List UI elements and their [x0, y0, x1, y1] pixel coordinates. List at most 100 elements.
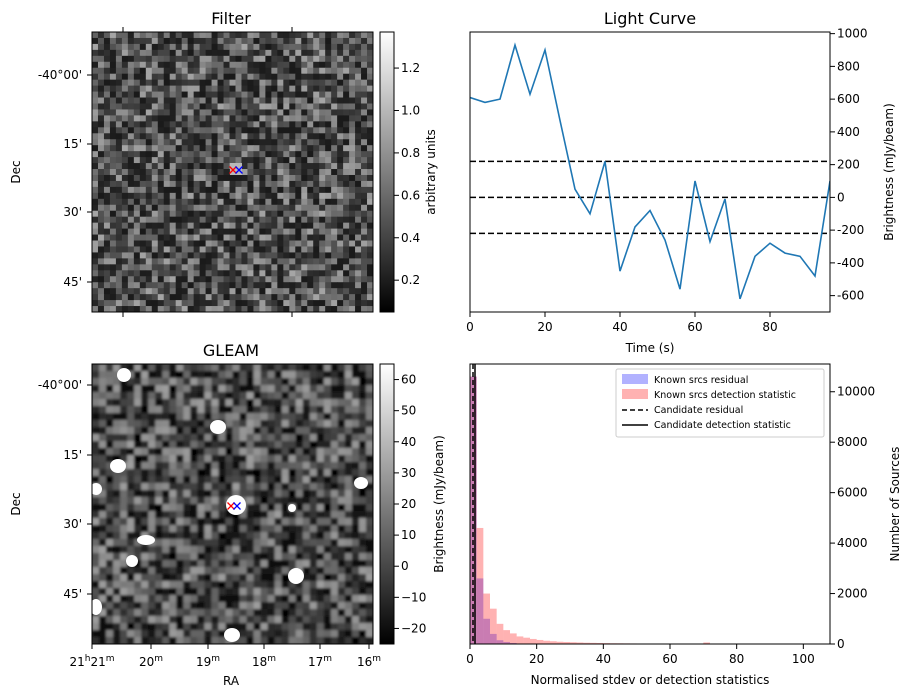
histogram-bar — [550, 641, 557, 644]
histogram-bar — [503, 641, 510, 644]
filter-y-tick-label: -40°00' — [38, 68, 82, 82]
colorbar-tick-label: −10 — [401, 590, 426, 604]
histogram-bar — [476, 527, 484, 644]
light-curve-x-label: Time (s) — [625, 341, 675, 355]
gleam-x-tick-label: 20m — [139, 654, 163, 669]
histogram-bar — [530, 638, 537, 644]
histogram-x-tick-label: 100 — [792, 652, 815, 666]
filter-y-tick-label: 45' — [63, 275, 82, 289]
histogram-panel: 0 20 40 60 80 100 0 2000 4000 6000 8000 10000 Norm… — [466, 363, 902, 687]
gleam-bright-sources — [92, 368, 368, 642]
colorbar-tick-label: 20 — [401, 497, 416, 511]
gleam-image — [92, 364, 373, 644]
light-curve-y-tick-label: 1000 — [837, 27, 868, 41]
gleam-y-tick-label: -40°00' — [38, 378, 82, 392]
gleam-x-label: RA — [223, 674, 240, 688]
bright-source — [92, 599, 102, 615]
histogram-bar — [483, 593, 490, 644]
histogram-bar — [703, 642, 710, 644]
light-curve-y-tick-label: 600 — [837, 92, 860, 106]
colorbar-tick-label: 1.0 — [401, 103, 420, 117]
colorbar-tick-label: 0 — [401, 559, 409, 573]
light-curve-y-axis: -600 -400 -200 0 200 400 600 800 1000 — [830, 27, 868, 303]
histogram-bar — [490, 608, 497, 644]
bright-source — [354, 477, 368, 489]
histogram-x-tick-label: 60 — [662, 652, 677, 666]
histogram-y-tick-label: 6000 — [837, 486, 868, 500]
histogram-bar — [503, 630, 510, 644]
gleam-x-tick-label: 19m — [196, 654, 220, 669]
bright-source — [126, 555, 138, 567]
colorbar-tick-label: 0.6 — [401, 188, 420, 202]
histogram-x-tick-label: 0 — [466, 652, 474, 666]
filter-y-axis: -40°00' 15' 30' 45' — [38, 68, 92, 289]
histogram-x-tick-label: 80 — [729, 652, 744, 666]
gleam-title: GLEAM — [203, 341, 259, 360]
light-curve-y-tick-label: 200 — [837, 158, 860, 172]
histogram-x-axis: 0 20 40 60 80 100 — [466, 644, 815, 666]
filter-source-pixel — [230, 163, 242, 175]
histogram-bar — [516, 636, 524, 644]
light-curve-x-tick-label: 60 — [687, 320, 702, 334]
colorbar-tick-label: 1.2 — [401, 61, 420, 75]
filter-image — [92, 32, 373, 312]
light-curve-x-tick-label: 0 — [466, 320, 474, 334]
histogram-bar — [496, 623, 504, 644]
bright-source — [92, 483, 102, 495]
colorbar-tick-label: 0.2 — [401, 273, 420, 287]
light-curve-panel: Light Curve 0 20 40 60 80 -600 -400 -200 0 200 40… — [466, 9, 896, 355]
legend-box — [615, 368, 825, 438]
light-curve-plot-area — [470, 32, 830, 312]
histogram-y-tick-label: 0 — [837, 637, 845, 651]
light-curve-y-tick-label: 0 — [837, 190, 845, 204]
histogram-y-tick-label: 10000 — [837, 385, 875, 399]
histogram-bar — [490, 633, 497, 644]
gleam-x-tick-label: 16m — [357, 654, 381, 669]
gleam-colorbar — [379, 363, 395, 645]
legend-label-residual: Known srcs residual — [654, 375, 748, 386]
gleam-y-tick-label: 45' — [63, 587, 82, 601]
gleam-colorbar-ticks: −20 −10 0 10 20 30 40 50 60 — [394, 373, 426, 635]
histogram-x-tick-label: 20 — [529, 652, 544, 666]
gleam-markers — [227, 502, 241, 510]
light-curve-title: Light Curve — [604, 9, 696, 28]
light-curve-y-tick-label: -400 — [837, 256, 864, 270]
filter-title: Filter — [211, 9, 251, 28]
colorbar-tick-label: 50 — [401, 404, 416, 418]
light-curve-x-tick-label: 80 — [762, 320, 777, 334]
light-curve-line — [470, 42, 830, 300]
histogram-bar — [483, 618, 490, 644]
histogram-frame — [469, 363, 831, 645]
histogram-x-label: Normalised stdev or detection statistics — [531, 673, 770, 687]
histogram-bar — [536, 639, 544, 644]
light-curve-y-tick-label: 800 — [837, 59, 860, 73]
light-curve-y-tick-label: -600 — [837, 289, 864, 303]
light-curve-x-tick-label: 20 — [537, 320, 552, 334]
histogram-bar — [476, 578, 484, 644]
histogram-bar — [523, 637, 530, 644]
filter-top-ticks — [122, 27, 293, 317]
histogram-bar — [583, 642, 590, 644]
legend-label-detection: Known srcs detection statistic — [654, 390, 796, 401]
filter-markers — [229, 166, 243, 174]
histogram-y-label: Number of Sources — [888, 447, 902, 562]
filter-colorbar-ticks: 0.2 0.4 0.6 0.8 1.0 1.2 — [394, 61, 420, 287]
filter-image-frame — [91, 31, 374, 313]
colorbar-tick-label: 60 — [401, 373, 416, 387]
histogram-bar — [556, 641, 564, 644]
colorbar-tick-label: −20 — [401, 621, 426, 635]
bright-source — [117, 368, 131, 382]
histogram-bar — [596, 642, 604, 644]
light-curve-y-tick-label: -200 — [837, 223, 864, 237]
histogram-bar — [563, 641, 570, 644]
colorbar-tick-label: 10 — [401, 528, 416, 542]
gleam-y-tick-label: 15' — [63, 448, 82, 462]
histogram-y-tick-label: 4000 — [837, 536, 868, 550]
gleam-marker-blue — [233, 502, 241, 510]
gleam-y-tick-label: 30' — [63, 517, 82, 531]
bright-source — [210, 420, 226, 434]
histogram-bar — [576, 642, 584, 644]
light-curve-x-axis: 0 20 40 60 80 — [466, 312, 778, 334]
light-curve-thresholds — [470, 160, 830, 235]
